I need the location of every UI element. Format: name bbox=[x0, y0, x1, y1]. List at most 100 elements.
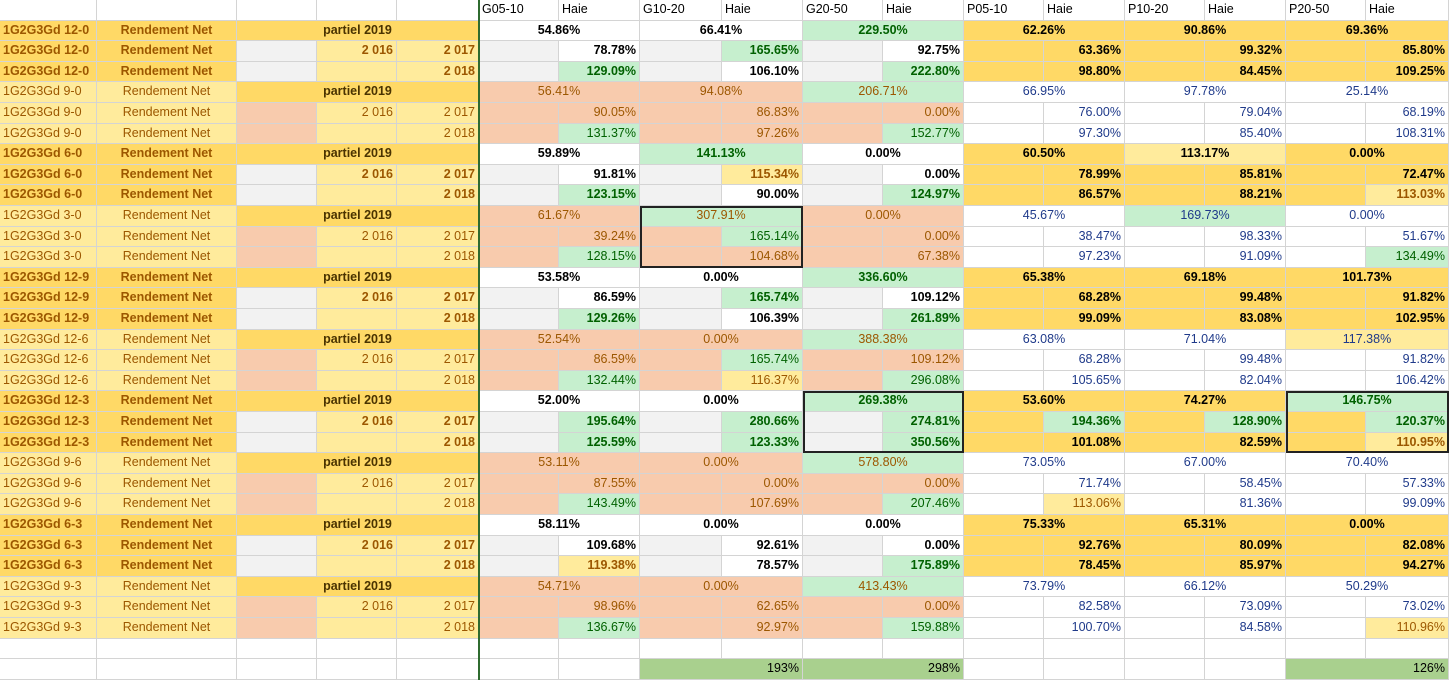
value-cell[interactable]: 68.28% bbox=[1044, 288, 1125, 309]
empty-cell[interactable] bbox=[803, 226, 883, 248]
year-end[interactable]: 2 017 bbox=[397, 41, 479, 62]
empty-cell[interactable] bbox=[397, 638, 479, 660]
row-metric[interactable]: Rendement Net bbox=[97, 206, 237, 227]
empty-cell[interactable] bbox=[803, 61, 883, 83]
value-cell[interactable]: 165.74% bbox=[722, 288, 803, 309]
partiel-label[interactable]: partiel 2019 bbox=[237, 453, 479, 474]
year-end[interactable]: 2 018 bbox=[397, 247, 479, 268]
value-cell[interactable]: 83.08% bbox=[1205, 309, 1286, 330]
row-name[interactable]: 1G2G3Gd 12-0 bbox=[0, 41, 97, 62]
value-cell[interactable]: 73.09% bbox=[1205, 597, 1286, 618]
empty-cell[interactable] bbox=[1286, 473, 1366, 495]
empty-cell[interactable] bbox=[1286, 432, 1366, 454]
empty-cell[interactable] bbox=[1366, 638, 1449, 660]
empty-cell[interactable] bbox=[237, 164, 317, 186]
column-header[interactable]: Haie bbox=[722, 0, 803, 21]
partiel-value[interactable]: 146.75% bbox=[1286, 391, 1449, 412]
empty-cell[interactable] bbox=[640, 288, 722, 309]
partiel-value[interactable]: 169.73% bbox=[1125, 206, 1286, 227]
partiel-label[interactable]: partiel 2019 bbox=[237, 391, 479, 412]
year-end[interactable]: 2 018 bbox=[397, 185, 479, 206]
value-cell[interactable]: 63.36% bbox=[1044, 41, 1125, 62]
empty-cell[interactable] bbox=[1286, 618, 1366, 639]
empty-cell[interactable] bbox=[1286, 350, 1366, 371]
partiel-value[interactable]: 388.38% bbox=[803, 329, 964, 351]
empty-cell[interactable] bbox=[1286, 103, 1366, 124]
row-name[interactable]: 1G2G3Gd 9-6 bbox=[0, 453, 97, 474]
row-name[interactable]: 1G2G3Gd 3-0 bbox=[0, 226, 97, 248]
header-cell[interactable] bbox=[317, 0, 397, 21]
empty-cell[interactable] bbox=[97, 659, 237, 680]
year-end[interactable]: 2 018 bbox=[397, 618, 479, 639]
value-cell[interactable]: 109.68% bbox=[559, 535, 640, 557]
empty-cell[interactable] bbox=[640, 556, 722, 577]
value-cell[interactable]: 97.26% bbox=[722, 123, 803, 145]
value-cell[interactable]: 92.76% bbox=[1044, 535, 1125, 557]
year-start[interactable]: 2 016 bbox=[317, 103, 397, 124]
empty-cell[interactable] bbox=[237, 412, 317, 433]
empty-cell[interactable] bbox=[479, 370, 559, 392]
empty-cell[interactable] bbox=[964, 247, 1044, 268]
row-metric[interactable]: Rendement Net bbox=[97, 41, 237, 62]
empty-cell[interactable] bbox=[1125, 41, 1205, 62]
value-cell[interactable]: 76.00% bbox=[1044, 103, 1125, 124]
partiel-label[interactable]: partiel 2019 bbox=[237, 206, 479, 227]
value-cell[interactable]: 175.89% bbox=[883, 556, 964, 577]
value-cell[interactable]: 100.70% bbox=[1044, 618, 1125, 639]
empty-cell[interactable] bbox=[1125, 226, 1205, 248]
value-cell[interactable]: 129.26% bbox=[559, 309, 640, 330]
partiel-value[interactable]: 90.86% bbox=[1125, 20, 1286, 42]
row-name[interactable]: 1G2G3Gd 6-0 bbox=[0, 164, 97, 186]
empty-cell[interactable] bbox=[640, 164, 722, 186]
empty-cell[interactable] bbox=[1125, 247, 1205, 268]
empty-cell[interactable] bbox=[1205, 659, 1286, 680]
partiel-value[interactable]: 53.60% bbox=[964, 391, 1125, 412]
empty-cell[interactable] bbox=[803, 597, 883, 618]
empty-cell[interactable] bbox=[479, 41, 559, 62]
value-cell[interactable]: 71.74% bbox=[1044, 473, 1125, 495]
header-cell[interactable] bbox=[237, 0, 317, 21]
partiel-value[interactable]: 53.58% bbox=[479, 267, 640, 289]
value-cell[interactable]: 92.97% bbox=[722, 618, 803, 639]
partiel-value[interactable]: 73.79% bbox=[964, 576, 1125, 598]
row-name[interactable]: 1G2G3Gd 6-3 bbox=[0, 515, 97, 536]
value-cell[interactable]: 99.32% bbox=[1205, 41, 1286, 62]
partiel-label[interactable]: partiel 2019 bbox=[237, 144, 479, 165]
empty-cell[interactable] bbox=[479, 659, 559, 680]
row-name[interactable]: 1G2G3Gd 6-3 bbox=[0, 556, 97, 577]
partiel-value[interactable]: 97.78% bbox=[1125, 82, 1286, 103]
value-cell[interactable]: 78.45% bbox=[1044, 556, 1125, 577]
value-cell[interactable]: 108.31% bbox=[1366, 123, 1449, 145]
value-cell[interactable]: 86.83% bbox=[722, 103, 803, 124]
row-name[interactable]: 1G2G3Gd 6-0 bbox=[0, 144, 97, 165]
year-start[interactable] bbox=[317, 370, 397, 392]
partiel-value[interactable]: 60.50% bbox=[964, 144, 1125, 165]
empty-cell[interactable] bbox=[640, 123, 722, 145]
empty-cell[interactable] bbox=[964, 309, 1044, 330]
partiel-value[interactable]: 0.00% bbox=[640, 391, 803, 412]
empty-cell[interactable] bbox=[1125, 618, 1205, 639]
partiel-value[interactable]: 61.67% bbox=[479, 206, 640, 227]
empty-cell[interactable] bbox=[479, 185, 559, 206]
value-cell[interactable]: 97.30% bbox=[1044, 123, 1125, 145]
partiel-value[interactable]: 66.12% bbox=[1125, 576, 1286, 598]
empty-cell[interactable] bbox=[479, 350, 559, 371]
partiel-value[interactable]: 25.14% bbox=[1286, 82, 1449, 103]
empty-cell[interactable] bbox=[1125, 288, 1205, 309]
year-end[interactable]: 2 018 bbox=[397, 494, 479, 515]
row-metric[interactable]: Rendement Net bbox=[97, 576, 237, 598]
empty-cell[interactable] bbox=[803, 288, 883, 309]
empty-cell[interactable] bbox=[1205, 638, 1286, 660]
empty-cell[interactable] bbox=[640, 41, 722, 62]
row-name[interactable]: 1G2G3Gd 9-3 bbox=[0, 576, 97, 598]
empty-cell[interactable] bbox=[964, 618, 1044, 639]
partiel-value[interactable]: 0.00% bbox=[640, 576, 803, 598]
partiel-value[interactable]: 206.71% bbox=[803, 82, 964, 103]
empty-cell[interactable] bbox=[479, 556, 559, 577]
value-cell[interactable]: 109.12% bbox=[883, 350, 964, 371]
value-cell[interactable]: 119.38% bbox=[559, 556, 640, 577]
value-cell[interactable]: 78.57% bbox=[722, 556, 803, 577]
value-cell[interactable]: 0.00% bbox=[883, 473, 964, 495]
value-cell[interactable]: 82.59% bbox=[1205, 432, 1286, 454]
value-cell[interactable]: 113.06% bbox=[1044, 494, 1125, 515]
